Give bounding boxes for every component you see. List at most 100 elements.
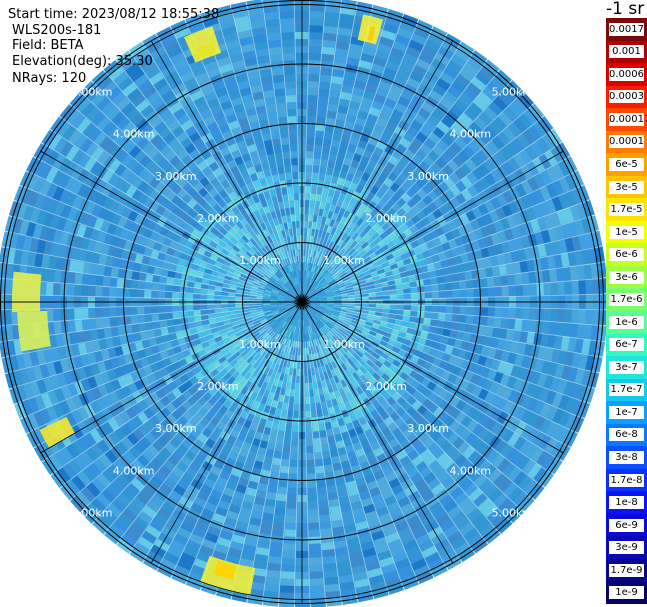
beta-sector xyxy=(321,535,334,544)
beta-sector xyxy=(322,548,336,558)
beta-sector xyxy=(321,144,331,154)
beta-sector xyxy=(357,276,366,282)
beta-sector xyxy=(315,402,322,411)
beta-sector xyxy=(247,451,258,461)
beta-sector xyxy=(466,184,479,197)
beta-sector xyxy=(464,323,474,333)
beta-sector xyxy=(351,464,362,475)
beta-sector xyxy=(327,330,335,337)
beta-sector xyxy=(322,223,329,233)
beta-sector xyxy=(382,235,392,244)
beta-sector xyxy=(405,545,422,559)
beta-sector xyxy=(180,521,195,534)
beta-sector xyxy=(292,431,299,440)
beta-sector xyxy=(305,424,313,433)
beta-sector xyxy=(312,306,320,310)
beta-sector xyxy=(312,157,321,167)
beta-sector xyxy=(463,125,478,140)
beta-sector xyxy=(426,262,436,272)
beta-sector xyxy=(476,258,486,269)
beta-sector xyxy=(564,396,577,413)
beta-sector xyxy=(331,455,341,465)
beta-sector xyxy=(346,237,355,246)
beta-sector xyxy=(351,319,360,325)
beta-sector xyxy=(475,148,489,163)
beta-sector xyxy=(578,309,587,324)
beta-sector xyxy=(261,433,271,443)
beta-sector xyxy=(314,243,319,252)
beta-sector xyxy=(260,373,268,382)
beta-sector xyxy=(319,74,332,83)
beta-sector xyxy=(489,255,500,267)
beta-sector xyxy=(389,46,405,59)
beta-sector xyxy=(265,449,275,458)
beta-sector xyxy=(473,343,484,355)
beta-sector xyxy=(374,235,383,244)
beta-sector xyxy=(365,236,375,245)
beta-sector xyxy=(302,269,304,278)
beta-sector xyxy=(507,200,520,215)
beta-sector xyxy=(360,252,369,260)
beta-sector xyxy=(331,271,339,278)
beta-sector xyxy=(275,443,284,453)
beta-sector xyxy=(358,202,368,212)
beta-sector xyxy=(330,234,337,243)
beta-sector xyxy=(530,344,541,358)
beta-sector xyxy=(303,234,307,243)
beta-sector xyxy=(538,201,551,216)
beta-sector xyxy=(517,342,527,355)
beta-sector xyxy=(339,240,347,249)
beta-sector xyxy=(281,366,287,375)
beta-sector xyxy=(331,68,345,78)
beta-sector xyxy=(257,483,269,493)
beta-sector xyxy=(386,355,396,364)
beta-sector xyxy=(299,333,302,342)
beta-sector xyxy=(343,70,357,81)
beta-sector xyxy=(335,154,345,164)
beta-sector xyxy=(307,318,311,327)
beta-sector xyxy=(441,457,455,471)
beta-sector xyxy=(278,423,287,432)
beta-sector xyxy=(308,52,321,61)
beta-sector xyxy=(256,424,266,434)
beta-sector xyxy=(253,385,262,395)
beta-sector xyxy=(304,375,309,384)
beta-sector xyxy=(297,143,306,151)
beta-sector xyxy=(484,403,497,418)
beta-sector xyxy=(448,264,458,274)
beta-sector xyxy=(359,365,368,375)
beta-sector xyxy=(296,368,301,377)
beta-sector xyxy=(316,243,322,252)
beta-sector xyxy=(436,275,446,284)
beta-sector xyxy=(346,286,354,291)
beta-sector xyxy=(463,106,479,121)
beta-sector xyxy=(321,238,328,247)
beta-sector xyxy=(280,578,295,587)
beta-sector xyxy=(304,192,310,201)
beta-sector xyxy=(336,238,344,247)
beta-sector xyxy=(290,318,295,326)
beta-sector xyxy=(336,33,351,44)
beta-sector xyxy=(319,306,327,310)
beta-sector xyxy=(316,312,324,317)
beta-sector xyxy=(427,441,441,455)
beta-sector xyxy=(328,218,336,227)
beta-sector xyxy=(384,60,400,72)
beta-sector xyxy=(499,442,514,458)
beta-sector xyxy=(379,556,395,569)
beta-sector xyxy=(328,268,336,275)
beta-sector xyxy=(318,307,327,312)
beta-sector xyxy=(178,305,187,312)
beta-sector xyxy=(502,106,518,122)
beta-sector-layer xyxy=(0,0,606,607)
beta-sector xyxy=(512,152,527,168)
beta-sector xyxy=(246,530,260,541)
beta-sector xyxy=(424,311,433,319)
beta-sector xyxy=(257,540,271,550)
beta-sector xyxy=(529,283,538,296)
beta-sector xyxy=(451,281,461,290)
beta-sector xyxy=(295,572,310,580)
beta-sector xyxy=(585,309,594,325)
beta-sector xyxy=(347,358,356,367)
beta-sector xyxy=(312,316,318,323)
